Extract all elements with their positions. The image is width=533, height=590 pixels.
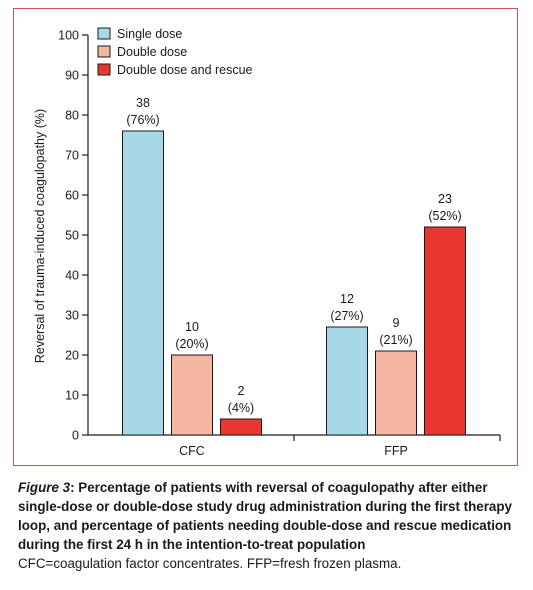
figure-label: Figure 3 xyxy=(18,480,71,495)
y-tick-label: 40 xyxy=(65,269,79,283)
x-tick-label: CFC xyxy=(179,444,205,458)
caption-note: CFC=coagulation factor concentrates. FFP… xyxy=(18,556,402,571)
y-tick-label: 20 xyxy=(65,349,79,363)
bar xyxy=(424,226,466,436)
y-tick-label: 90 xyxy=(65,69,79,83)
bar xyxy=(122,130,164,436)
y-tick-label: 100 xyxy=(58,29,79,43)
y-axis-label: Reversal of trauma-induced coagulopathy … xyxy=(33,109,47,363)
y-axis: 0 10 20 30 40 50 60 70 80 90 100 xyxy=(58,29,89,443)
bar xyxy=(375,350,417,436)
bar-percent-label: (21%) xyxy=(379,333,412,347)
y-tick-label: 70 xyxy=(65,149,79,163)
y-tick-label: 80 xyxy=(65,109,79,123)
bar-count-label: 10 xyxy=(185,320,199,334)
bar-percent-label: (52%) xyxy=(428,209,461,223)
bar-count-label: 9 xyxy=(393,316,400,330)
y-tick-label: 60 xyxy=(65,189,79,203)
y-tick-label: 0 xyxy=(72,429,79,443)
bars-group: (76%) 38 (27%) 12 (20%) 10 (21%) 9 (4%) 2 (52%) 23 xyxy=(122,96,466,436)
bar-percent-label: (20%) xyxy=(175,337,208,351)
figure-caption: Figure 3: Percentage of patients with re… xyxy=(18,478,518,573)
bar-percent-label: (76%) xyxy=(126,113,159,127)
legend-swatch xyxy=(97,27,111,40)
bar-count-label: 12 xyxy=(340,292,354,306)
y-tick-label: 10 xyxy=(65,389,79,403)
legend-label: Double dose xyxy=(117,45,187,59)
bar-percent-label: (27%) xyxy=(330,309,363,323)
legend: Single dose Double dose Double dose and re… xyxy=(97,27,253,77)
bar-count-label: 23 xyxy=(438,192,452,206)
y-tick-label: 50 xyxy=(65,229,79,243)
legend-swatch xyxy=(97,45,111,58)
bar xyxy=(220,418,262,436)
legend-label: Single dose xyxy=(117,27,182,41)
bar xyxy=(326,326,368,436)
caption-title: : Percentage of patients with reversal o… xyxy=(18,480,513,552)
x-tick-label: FFP xyxy=(384,444,408,458)
legend-swatch xyxy=(97,63,111,76)
bar xyxy=(171,354,213,436)
bar-chart: Reversal of trauma-induced coagulopathy … xyxy=(33,27,501,458)
legend-label: Double dose and rescue xyxy=(117,63,253,77)
x-axis: CFC FFP xyxy=(88,434,501,458)
bar-count-label: 2 xyxy=(238,384,245,398)
bar-percent-label: (4%) xyxy=(228,401,254,415)
bar-count-label: 38 xyxy=(136,96,150,110)
y-tick-label: 30 xyxy=(65,309,79,323)
